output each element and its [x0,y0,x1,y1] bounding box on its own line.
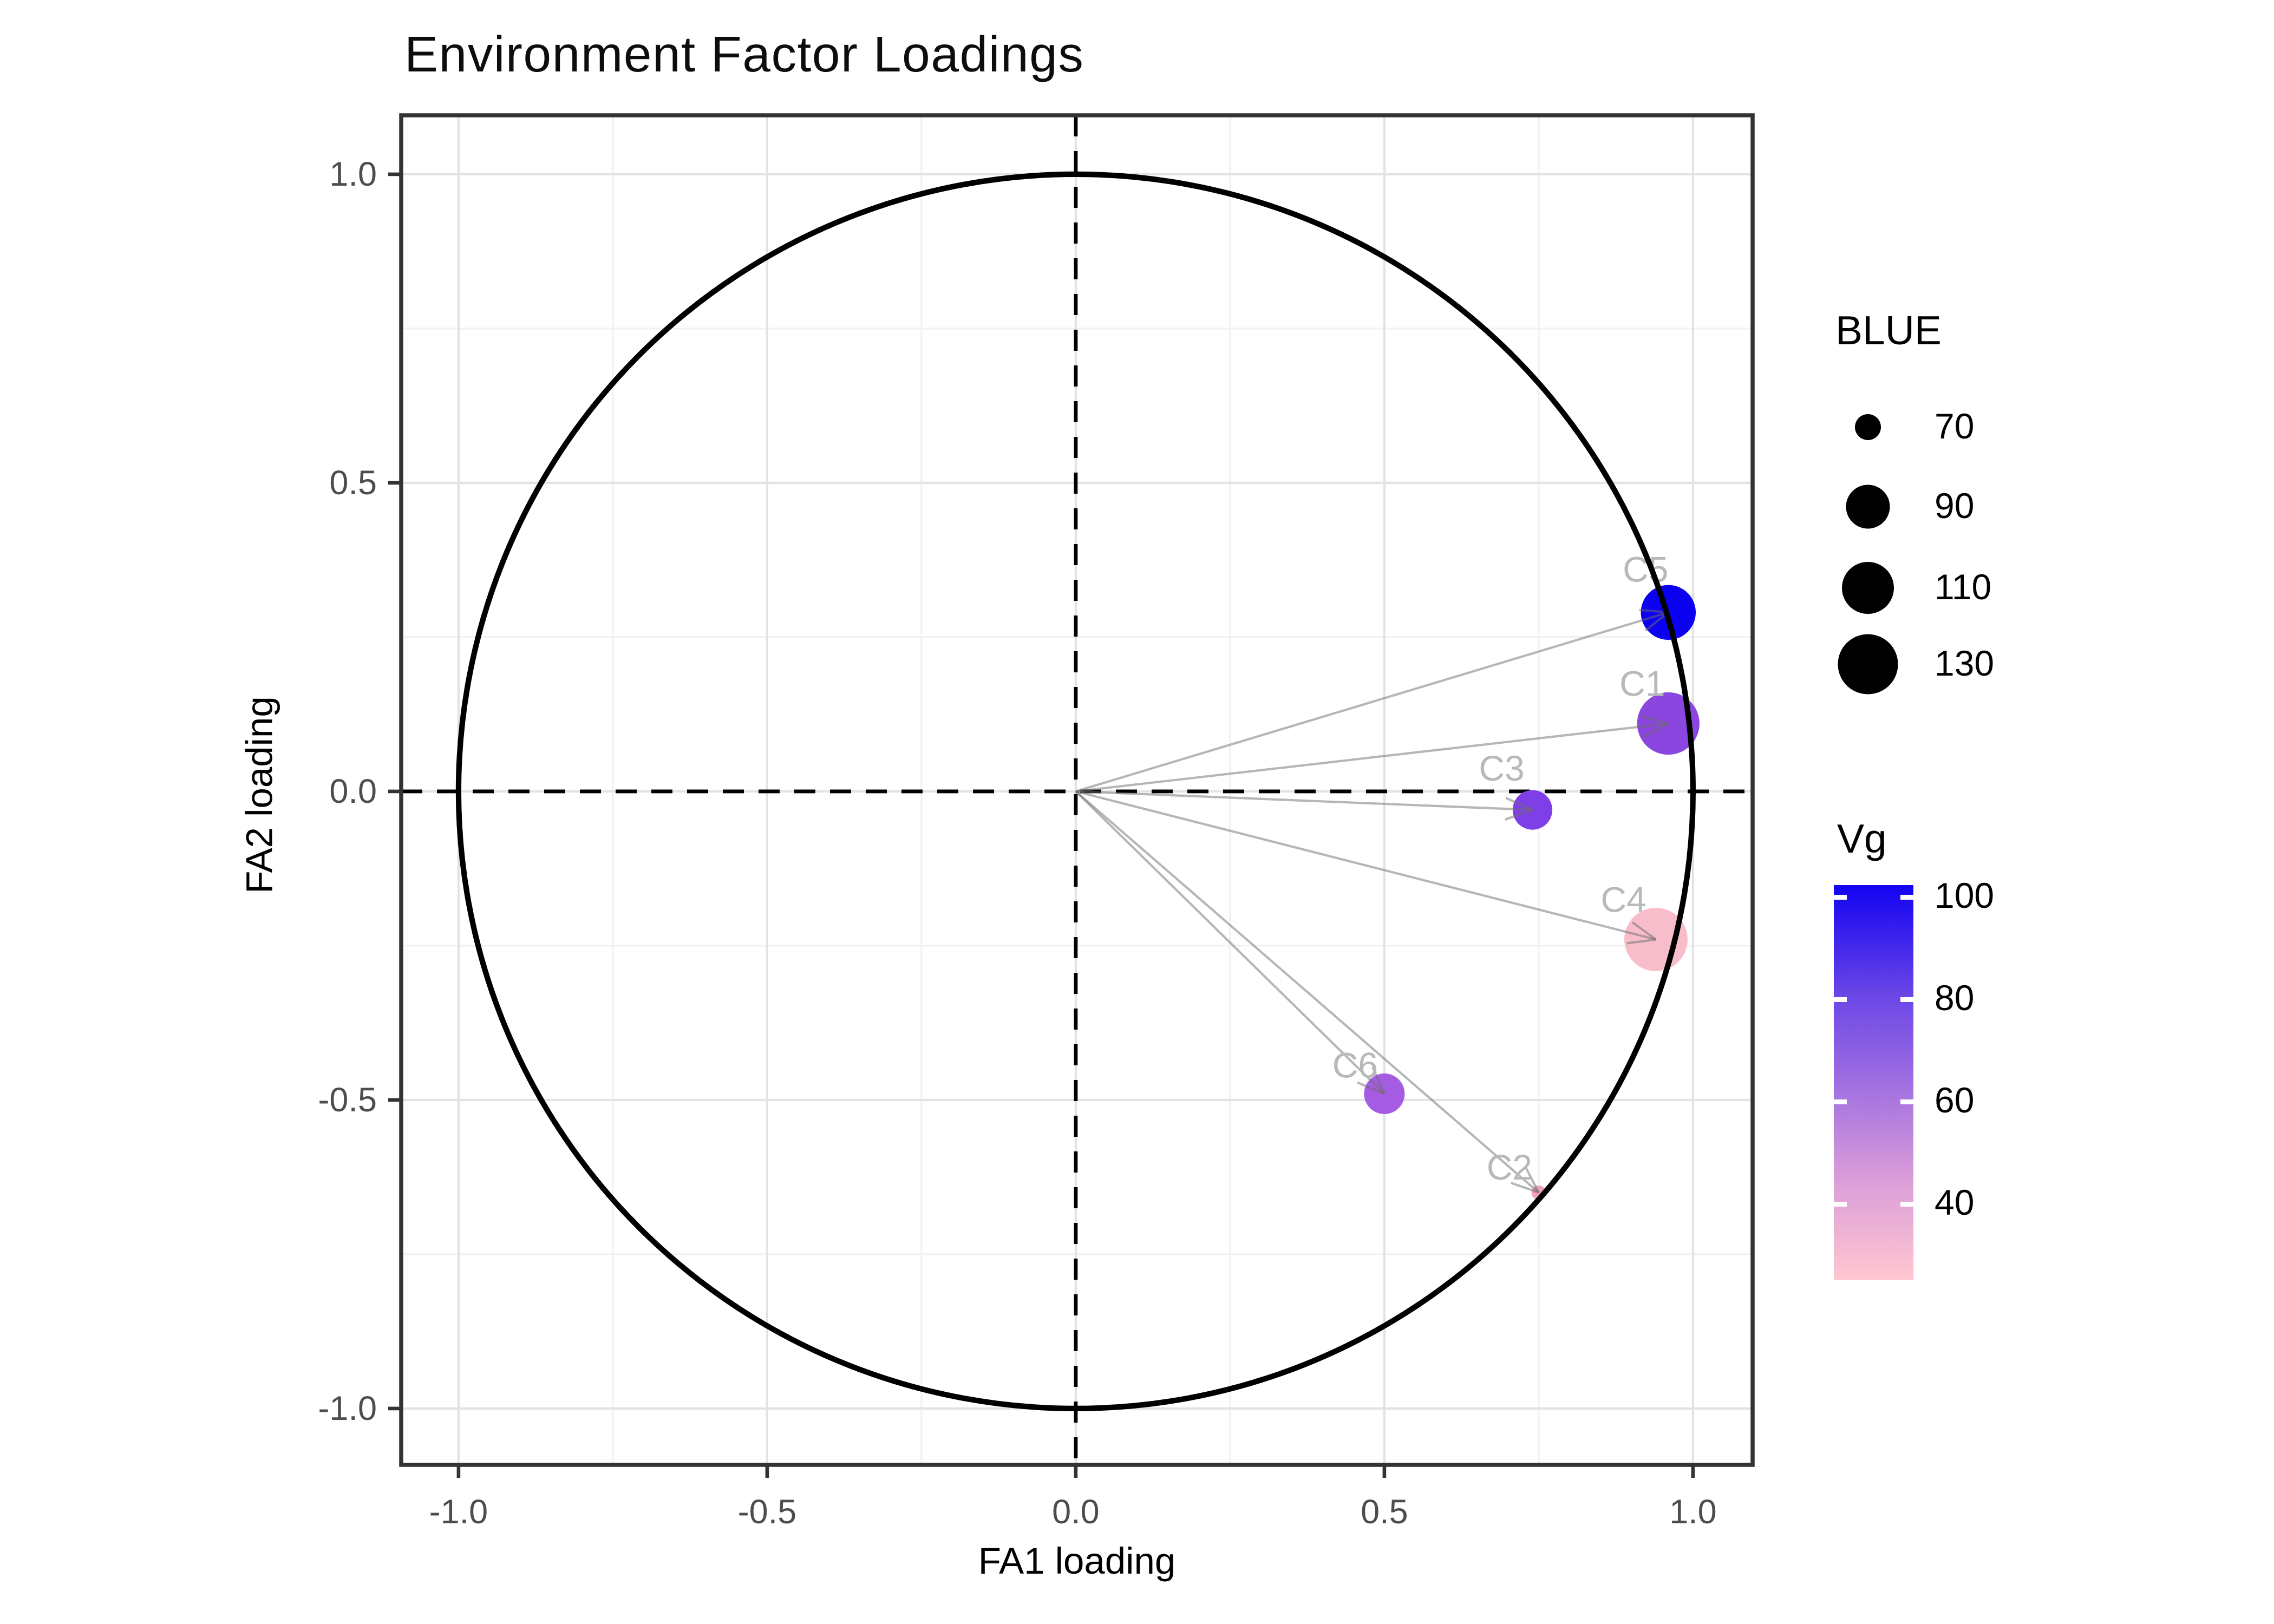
color-bar-tick-mark [1900,1201,1913,1206]
y-tick-label: -0.5 [318,1081,377,1119]
arrowhead-C3 [1505,797,1533,811]
arrowhead-C4 [1626,938,1656,945]
point-label-C1: C1 [1619,664,1665,704]
color-bar-tick-mark [1834,1201,1847,1206]
size-legend-title: BLUE [1835,309,1942,354]
point-label-C6: C6 [1332,1045,1378,1085]
point-label-C2: C2 [1487,1147,1532,1187]
arrowhead-C1 [1642,722,1669,738]
plot-title: Environment Factor Loadings [404,26,1084,83]
color-legend-label: 100 [1935,875,1995,916]
size-legend-label: 130 [1935,643,1995,684]
loading-arrow-C6 [1075,790,1386,1095]
y-tick-label: 0.0 [329,772,377,810]
color-legend-label: 80 [1935,977,1975,1018]
size-legend-dot-90 [1846,484,1890,529]
y-tick-label: 1.0 [329,155,377,193]
loading-arrow-C2 [1075,790,1540,1194]
arrowhead-C4 [1631,921,1657,941]
size-legend-label: 110 [1935,567,1992,607]
arrowhead-C5 [1644,611,1669,632]
loading-arrow-C5 [1075,611,1669,793]
arrowhead-C2 [1524,1165,1540,1193]
y-tick-label: -1.0 [318,1390,377,1427]
x-tick-label: -1.0 [429,1493,488,1531]
size-legend-label: 90 [1935,486,1975,526]
color-legend-label: 60 [1935,1079,1975,1121]
loading-arrow-C3 [1075,790,1533,811]
y-tick-label: 0.5 [329,464,377,502]
color-legend-title: Vg [1837,817,1887,862]
loading-arrow-C1 [1075,722,1669,793]
arrowhead-C2 [1511,1182,1539,1194]
arrowhead-C3 [1504,809,1533,821]
color-legend-label: 40 [1935,1181,1975,1222]
size-legend-dot-130 [1838,634,1898,695]
x-tick-label: 0.0 [1052,1493,1100,1531]
color-bar-tick-mark [1900,997,1913,1002]
arrowhead-C5 [1639,608,1669,614]
color-gradient-bar [1834,885,1913,1280]
color-bar-tick-mark [1834,997,1847,1002]
loading-arrow-C4 [1075,790,1657,941]
unit-circle [455,171,1696,1411]
x-tick-label: 1.0 [1669,1493,1717,1531]
x-tick-label: 0.5 [1361,1493,1408,1531]
color-bar-tick-mark [1900,895,1913,900]
y-axis-title: FA2 loading [238,696,280,894]
color-bar-tick-mark [1834,1099,1847,1104]
arrowhead-C1 [1639,715,1669,725]
arrowhead-C6 [1371,1066,1386,1095]
color-bar-tick-mark [1900,1099,1913,1104]
point-label-C3: C3 [1479,748,1524,788]
arrowhead-C6 [1357,1081,1385,1095]
x-axis-title: FA1 loading [978,1540,1176,1582]
size-legend-label: 70 [1935,406,1975,447]
size-legend-dot-110 [1842,562,1894,614]
color-bar-tick-mark [1834,895,1847,900]
point-label-C4: C4 [1600,880,1646,920]
size-legend-dot-70 [1855,414,1881,440]
x-tick-label: -0.5 [738,1493,797,1531]
